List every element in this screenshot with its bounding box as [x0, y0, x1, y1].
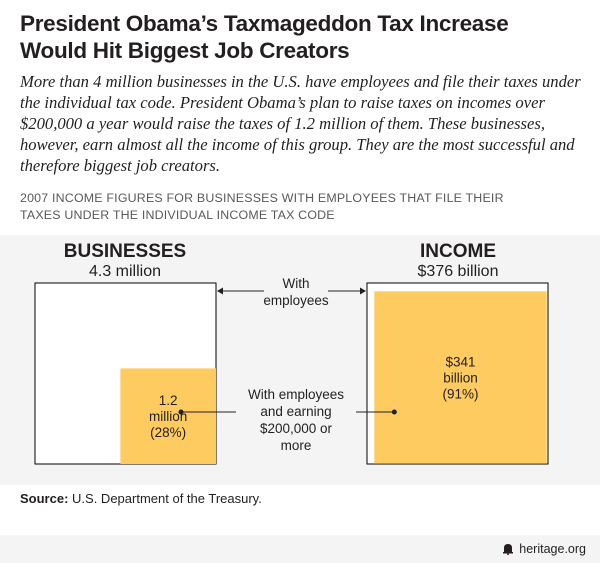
chart-caption: 2007 INCOME FIGURES FOR BUSINESSES WITH …: [20, 191, 504, 222]
total-arrowhead-right: [360, 287, 366, 295]
businesses-part-square: [120, 368, 216, 464]
income-part-label-0: $341: [445, 355, 475, 370]
source-note: Source: U.S. Department of the Treasury.: [20, 491, 262, 506]
part-arrow-dot-left: [178, 409, 184, 415]
source-text: U.S. Department of the Treasury.: [72, 491, 262, 506]
footer-band: [0, 535, 600, 563]
annotation-part-2: $200,000 or: [260, 421, 333, 436]
businesses-title: BUSINESSES: [64, 241, 186, 262]
income-part-label-2: (91%): [442, 387, 478, 402]
income-total-label: $376 billion: [418, 263, 499, 280]
businesses-part-label-0: 1.2: [159, 393, 178, 408]
businesses-total-label: 4.3 million: [89, 263, 161, 280]
income-title: INCOME: [420, 241, 496, 262]
page-title: President Obama’s Taxmageddon Tax Increa…: [20, 11, 509, 63]
annotation-part-3: more: [281, 438, 312, 453]
chart-area: BUSINESSES 4.3 million 1.2 million (28%) INCO…: [0, 235, 600, 485]
annotation-total-0: With: [283, 276, 310, 291]
income-part-label-1: billion: [443, 371, 478, 386]
annotation-total-1: employees: [263, 293, 329, 308]
bell-icon: [503, 544, 514, 555]
annotation-part-1: and earning: [260, 404, 331, 419]
businesses-part-label-2: (28%): [150, 425, 186, 440]
intro-text: More than 4 million businesses in the U.…: [20, 72, 581, 175]
part-arrow-dot-right: [391, 409, 397, 415]
brand-text: heritage.org: [519, 542, 586, 556]
annotation-part-0: With employees: [248, 387, 344, 402]
source-label: Source:: [20, 491, 69, 506]
brand[interactable]: heritage.org: [502, 542, 586, 556]
income-part-square: [374, 291, 547, 464]
businesses-part-label-1: million: [149, 409, 187, 424]
total-arrowhead-left: [217, 287, 223, 295]
